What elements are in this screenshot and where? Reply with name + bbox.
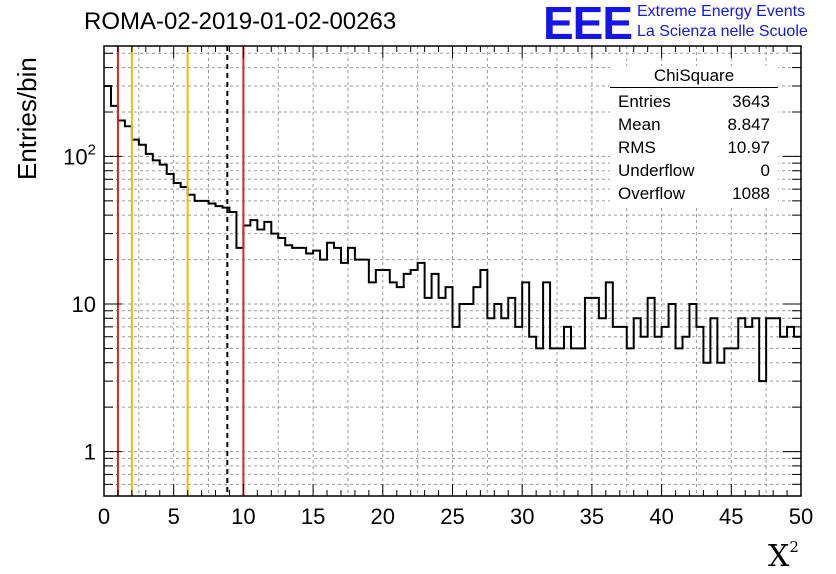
eee-logo: EEE bbox=[543, 0, 633, 49]
y-axis-label: Entries/bin bbox=[12, 57, 42, 180]
x-tick-label: 45 bbox=[719, 504, 743, 529]
x-tick-label: 35 bbox=[580, 504, 604, 529]
chart-title: ROMA-02-2019-01-02-00263 bbox=[84, 8, 397, 35]
x-tick-label: 10 bbox=[231, 504, 255, 529]
stats-value: 3643 bbox=[732, 92, 770, 111]
logo-line-2: La Scienza nelle Scuole bbox=[637, 23, 808, 40]
x-tick-label: 50 bbox=[789, 504, 813, 529]
y-tick-label: 10 bbox=[72, 292, 96, 317]
x-tick-label: 40 bbox=[649, 504, 673, 529]
stats-row-underflow: Underflow 0 bbox=[610, 159, 778, 182]
y-tick-label: 102 bbox=[63, 141, 96, 169]
stats-value: 0 bbox=[760, 161, 770, 180]
x-tick-label: 20 bbox=[371, 504, 395, 529]
stats-box: ChiSquare Entries 3643 Mean 8.847 RMS 10… bbox=[610, 66, 778, 205]
y-tick-label: 1 bbox=[84, 440, 96, 465]
stats-title: ChiSquare bbox=[610, 66, 778, 88]
x-tick-label: 15 bbox=[301, 504, 325, 529]
logo-line-1: Extreme Energy Events bbox=[637, 3, 806, 20]
x-axis-label: X2 bbox=[768, 538, 799, 574]
stats-value: 10.97 bbox=[727, 138, 770, 157]
stats-row-mean: Mean 8.847 bbox=[610, 113, 778, 136]
stats-row-rms: RMS 10.97 bbox=[610, 136, 778, 159]
x-tick-label: 5 bbox=[168, 504, 180, 529]
x-tick-label: 0 bbox=[98, 504, 110, 529]
histogram-series bbox=[104, 85, 801, 383]
stats-row-entries: Entries 3643 bbox=[610, 90, 778, 113]
x-tick-label: 25 bbox=[440, 504, 464, 529]
stats-value: 8.847 bbox=[727, 115, 770, 134]
stats-value: 1088 bbox=[732, 184, 770, 203]
stats-label: Entries bbox=[618, 92, 671, 111]
stats-label: Mean bbox=[618, 115, 661, 134]
stats-label: Overflow bbox=[618, 184, 686, 203]
stats-label: RMS bbox=[618, 138, 656, 157]
stats-row-overflow: Overflow 1088 bbox=[610, 182, 778, 205]
x-tick-label: 30 bbox=[510, 504, 534, 529]
stats-label: Underflow bbox=[618, 161, 695, 180]
